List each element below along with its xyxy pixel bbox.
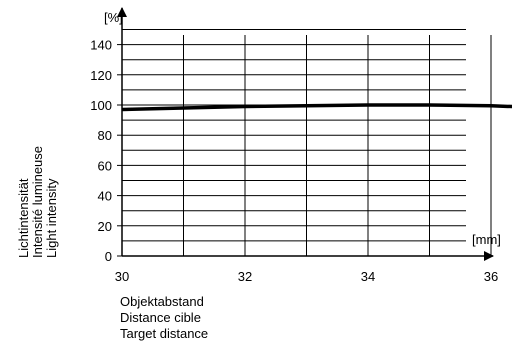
x-tick-label: 34 — [361, 269, 375, 284]
y-axis-label-fr: Intensité lumineuse — [30, 145, 45, 258]
y-tick-label: 40 — [98, 189, 112, 204]
grid — [122, 29, 492, 256]
y-tick-label: 20 — [98, 219, 112, 234]
axes — [117, 7, 494, 261]
y-axis-label: Lichtintensität Intensité lumineuse Ligh… — [16, 146, 59, 259]
y-tick-label: 100 — [90, 98, 112, 113]
y-tick-label: 60 — [98, 158, 112, 173]
y-unit-label: [%] — [104, 10, 123, 25]
y-tick-label: 120 — [90, 68, 112, 83]
x-unit-label: [mm] — [472, 232, 501, 247]
x-tick-label: 32 — [238, 269, 252, 284]
y-tick-label: 80 — [98, 128, 112, 143]
x-tick-label: 36 — [484, 269, 498, 284]
x-tick-label: 30 — [115, 269, 129, 284]
x-axis-label-de: Objektabstand — [120, 294, 204, 309]
tick-labels: 020406080100120140303234363840 — [90, 38, 498, 284]
y-axis-label-de: Lichtintensität — [16, 178, 31, 259]
y-tick-label: 140 — [90, 38, 112, 53]
series-line — [121, 103, 512, 112]
y-tick-label: 0 — [105, 249, 112, 264]
x-axis-label-en: Target distance — [120, 326, 209, 341]
x-axis-label-fr: Distance cible — [120, 310, 201, 325]
x-axis-label: Objektabstand Distance cible Target dist… — [120, 294, 208, 342]
y-axis-label-en: Light intensity — [44, 178, 59, 259]
series — [121, 103, 512, 112]
